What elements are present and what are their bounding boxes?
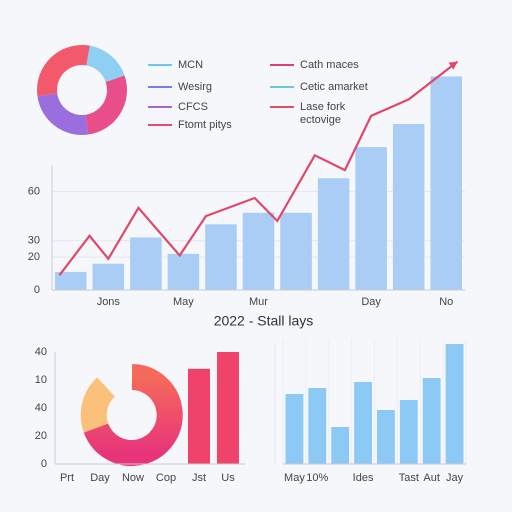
y-tick-label: 40 xyxy=(35,346,47,358)
legend-label: ectovige xyxy=(300,114,341,126)
legend-label: Cath maces xyxy=(300,59,359,71)
legend-label: CFCS xyxy=(178,101,208,113)
x-tick-label: Aut xyxy=(423,472,440,484)
donut-slice xyxy=(86,45,125,82)
bar xyxy=(392,124,425,290)
y-tick-label: 20 xyxy=(28,251,40,263)
bar xyxy=(308,388,327,464)
arrow-head xyxy=(448,61,458,70)
donut-slice xyxy=(85,75,127,135)
y-tick-label: 20 xyxy=(35,430,47,442)
bar xyxy=(217,352,239,464)
x-tick-label: Ides xyxy=(353,472,374,484)
x-tick-label: Tast xyxy=(399,472,419,484)
x-tick-label: May xyxy=(173,296,194,308)
bar xyxy=(445,344,464,464)
y-tick-label: 0 xyxy=(41,458,47,470)
bar xyxy=(242,212,275,290)
legend-label: Wesirg xyxy=(178,81,212,93)
x-tick-label: Day xyxy=(361,296,381,308)
x-tick-label: Us xyxy=(221,472,235,484)
bar xyxy=(285,394,304,464)
x-tick-label: No xyxy=(439,296,453,308)
x-tick-label: Mur xyxy=(249,296,268,308)
y-tick-label: 60 xyxy=(28,185,40,197)
y-tick-label: 10 xyxy=(35,374,47,386)
donut-slice xyxy=(37,44,90,97)
legend-label: Lase fork xyxy=(300,101,346,113)
legend-label: Ftomt pitys xyxy=(178,119,232,131)
legend-label: Cetic amarket xyxy=(300,81,368,93)
bar xyxy=(422,378,441,464)
y-tick-label: 30 xyxy=(28,235,40,247)
x-tick-label: May xyxy=(284,472,305,484)
bar xyxy=(354,382,372,464)
x-tick-label: Day xyxy=(90,472,110,484)
bar xyxy=(92,263,125,290)
bar xyxy=(377,410,395,464)
bar xyxy=(188,368,210,464)
bar xyxy=(280,212,312,290)
x-tick-label: Prt xyxy=(60,472,74,484)
y-tick-label: 40 xyxy=(35,402,47,414)
y-tick-label: 0 xyxy=(34,284,40,296)
ring-decoration xyxy=(83,364,183,466)
x-tick-label: Now xyxy=(122,472,144,484)
x-tick-label: Jons xyxy=(97,296,121,308)
x-tick-label: Cop xyxy=(156,472,176,484)
legend-label: MCN xyxy=(178,59,203,71)
ring-decoration xyxy=(80,377,116,433)
bar xyxy=(399,400,418,464)
x-tick-label: Jay xyxy=(446,472,464,484)
line-series xyxy=(58,60,459,276)
bar xyxy=(317,178,350,290)
x-tick-label: 10% xyxy=(306,472,328,484)
bar xyxy=(167,253,200,290)
chart-title: 2022 - Stall lays xyxy=(214,313,314,329)
bar xyxy=(355,147,387,290)
bar xyxy=(205,224,237,290)
bar xyxy=(130,237,162,290)
bar xyxy=(430,76,462,290)
bar xyxy=(331,427,350,464)
donut-slice xyxy=(37,93,89,135)
x-tick-label: Jst xyxy=(192,472,206,484)
bar xyxy=(55,271,87,290)
